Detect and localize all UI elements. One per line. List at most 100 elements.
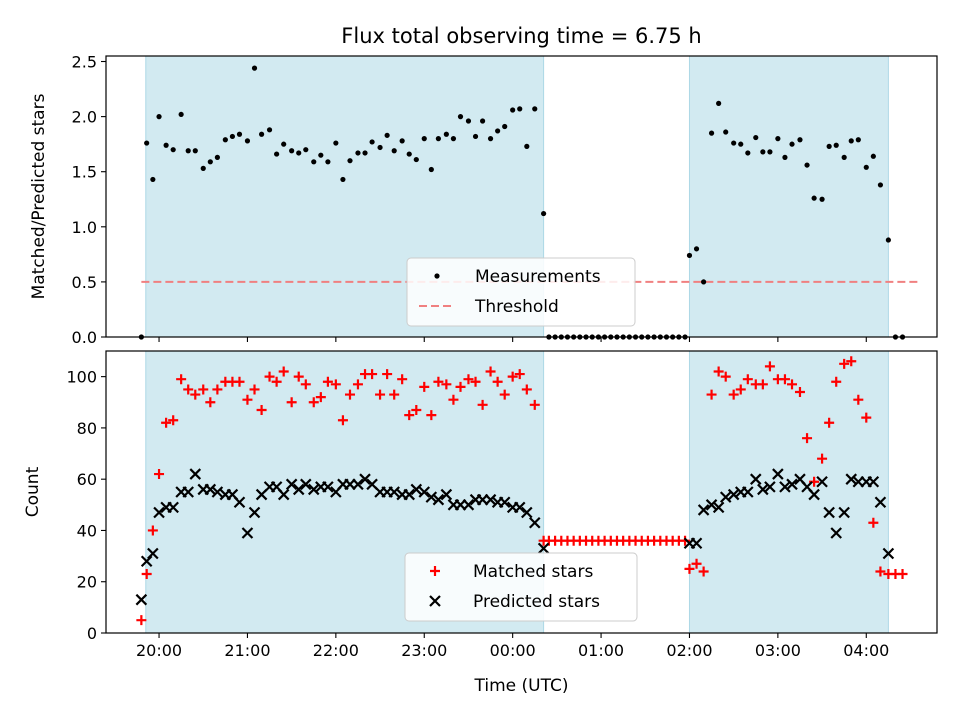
y-tick-label: 60 [77,470,97,489]
data-point [303,147,309,153]
y-tick-label: 1.0 [72,218,97,237]
x-tick-label: 04:00 [843,641,889,660]
chart-title: Flux total observing time = 6.75 h [341,24,701,48]
data-point [706,389,717,400]
data-point [190,389,201,400]
data-point [855,137,861,143]
data-point [433,376,444,387]
data-point [212,384,223,395]
data-point [369,139,375,145]
data-point [528,516,541,529]
data-point [389,389,400,400]
data-point [141,569,152,580]
data-point [485,366,496,377]
data-point [802,433,813,444]
legend-box [406,257,636,327]
data-point [311,159,317,165]
data-point [318,152,324,158]
data-point [236,131,243,137]
data-point [517,106,523,112]
data-point [521,384,532,395]
ratio-panel: 0.0 0.5 1.0 1.5 2.0 2.5 Matched/Predicted star… [29,53,938,347]
y-tick-label: 0.5 [72,273,97,292]
data-point [757,483,769,496]
data-point [723,129,729,135]
data-point [185,148,191,154]
data-point [484,493,497,506]
y-axis-label: Count [23,466,43,517]
data-point [156,114,162,120]
data-point [292,483,305,496]
data-point [789,141,795,147]
y-tick-label: 2.0 [72,108,97,127]
x-tick-label: 00:00 [490,641,536,660]
data-point [698,566,709,577]
data-point [470,376,481,387]
data-point [352,478,364,491]
data-point [487,136,494,142]
data-point [877,182,884,188]
data-point [713,366,724,377]
data-point [337,415,348,426]
data-point [882,547,895,560]
data-point [830,527,842,539]
data-point [147,525,158,536]
data-point [271,376,282,387]
data-point [495,128,501,134]
y-tick-label: 100 [66,368,97,387]
data-point [782,154,788,160]
data-point [838,506,850,519]
data-point [435,136,441,142]
data-point [441,379,452,390]
data-point [153,506,165,519]
data-point [826,143,832,149]
data-point [816,475,828,488]
data-point [716,100,722,106]
data-point [764,481,776,493]
data-point [787,379,798,390]
data-point [426,410,437,421]
data-point [684,563,695,574]
x-axis-label: Time (UTC) [474,676,569,696]
data-point [529,399,540,410]
data-point [720,371,731,382]
data-point [286,397,297,408]
data-point [410,483,423,496]
data-point [274,151,280,157]
legend: Matched stars Predicted stars [404,552,638,622]
data-point [161,417,172,428]
data-point [708,130,715,136]
data-point [367,369,378,380]
x-tick-label: 21:00 [224,641,270,660]
data-point [296,150,302,156]
data-point [742,374,753,385]
data-point [248,506,261,519]
data-point [867,475,880,488]
data-point [411,404,422,415]
data-point [440,488,453,501]
data-point [690,537,703,550]
data-point [234,376,245,387]
data-point [147,547,159,560]
data-point [775,136,781,142]
data-point [532,106,538,112]
data-point [384,132,390,138]
data-point [863,164,869,170]
data-point [701,279,707,285]
legend: Measurements Threshold [406,257,636,327]
data-point [760,149,766,155]
data-point [205,397,216,408]
legend-marker [429,595,441,607]
data-point [450,136,457,142]
data-point [330,379,341,390]
data-point [242,394,253,405]
data-point [480,118,486,124]
axes-frame [105,350,938,634]
data-point [163,142,169,148]
data-point [728,389,739,400]
data-point [167,501,179,514]
data-point [198,384,209,395]
data-point [757,379,768,390]
y-tick-label: 0 [87,624,97,643]
